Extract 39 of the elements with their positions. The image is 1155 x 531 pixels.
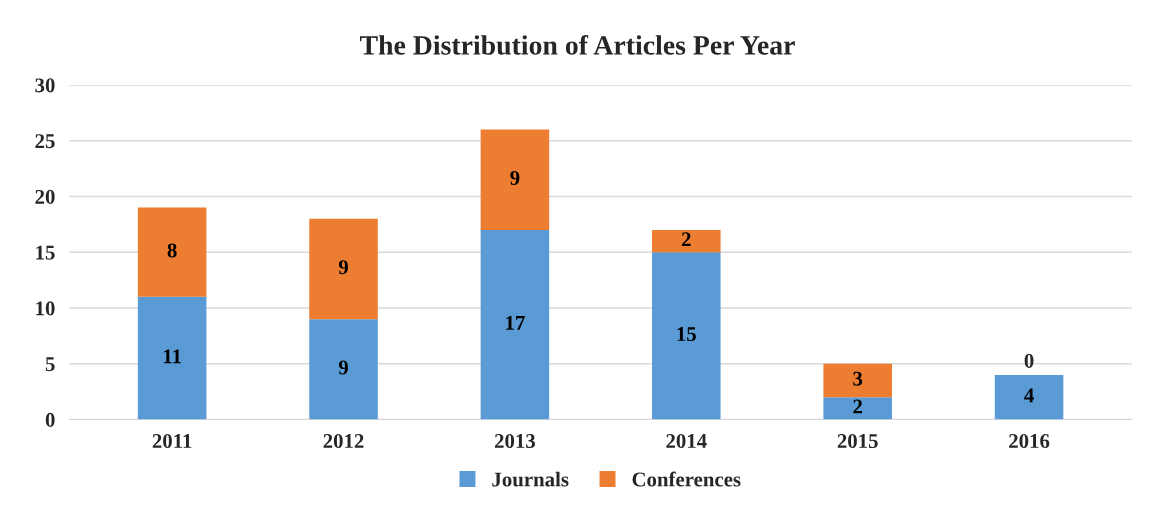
bar xyxy=(652,252,721,420)
y-tick-label: 20 xyxy=(35,189,55,204)
bar xyxy=(652,229,721,253)
y-tick-label: 10 xyxy=(36,301,55,316)
y-tick-label: 0 xyxy=(45,412,55,427)
data-label: 2 xyxy=(853,399,862,414)
bar xyxy=(309,319,378,420)
data-label: 17 xyxy=(506,315,525,330)
x-tick-label: 2013 xyxy=(494,433,536,449)
data-label: 15 xyxy=(677,327,696,342)
y-tick-label: 15 xyxy=(36,245,55,260)
y-tick-label: 30 xyxy=(35,78,55,93)
bar xyxy=(480,229,550,420)
bar xyxy=(309,218,378,320)
bar xyxy=(823,397,892,420)
y-tick-label: 25 xyxy=(35,134,55,149)
bar xyxy=(480,129,550,230)
data-label: 9 xyxy=(510,170,520,185)
chart-title: The Distribution of Articles Per Year xyxy=(359,34,795,55)
x-tick-label: 2016 xyxy=(1009,433,1050,449)
legend-label: Conferences xyxy=(632,471,741,487)
x-tick-label: 2015 xyxy=(837,433,878,449)
data-label: 9 xyxy=(338,360,348,375)
x-tick-label: 2012 xyxy=(323,433,364,449)
bar xyxy=(137,296,207,420)
data-label: 3 xyxy=(853,371,863,386)
legend-label: Journals xyxy=(492,471,569,487)
data-label: 8 xyxy=(167,243,177,258)
data-label: 0 xyxy=(1024,353,1034,368)
x-tick-label: 2011 xyxy=(152,433,192,449)
data-label: 2 xyxy=(681,232,691,247)
bar xyxy=(823,363,892,398)
y-tick-label: 5 xyxy=(45,357,55,372)
data-label: 11 xyxy=(163,349,181,364)
bar xyxy=(994,374,1064,420)
data-label: 9 xyxy=(338,260,348,275)
bar xyxy=(137,207,207,297)
data-label: 4 xyxy=(1024,388,1034,403)
x-tick-label: 2014 xyxy=(666,433,707,449)
